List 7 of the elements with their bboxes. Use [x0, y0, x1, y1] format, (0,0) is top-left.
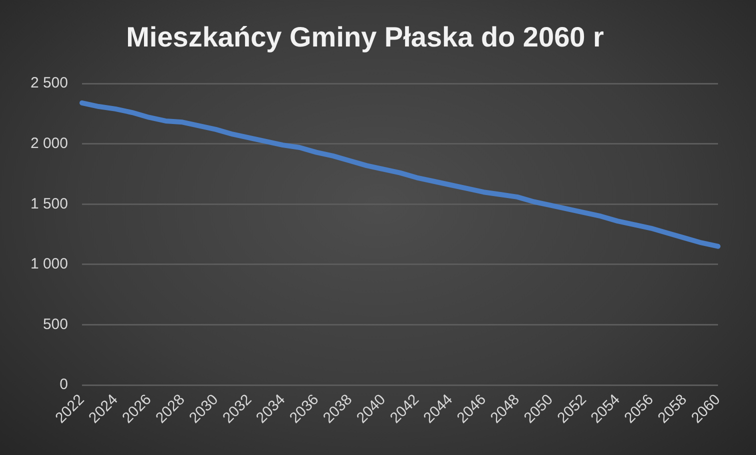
chart-title: Mieszkańcy Gminy Płaska do 2060 r: [126, 22, 604, 53]
y-tick-label: 2 500: [30, 74, 68, 92]
y-tick-label: 0: [60, 376, 68, 394]
y-tick-label: 1 000: [30, 256, 68, 273]
y-tick-label: 1 500: [30, 195, 68, 212]
y-tick-label: 500: [42, 316, 68, 333]
y-tick-label: 2 000: [30, 135, 68, 152]
